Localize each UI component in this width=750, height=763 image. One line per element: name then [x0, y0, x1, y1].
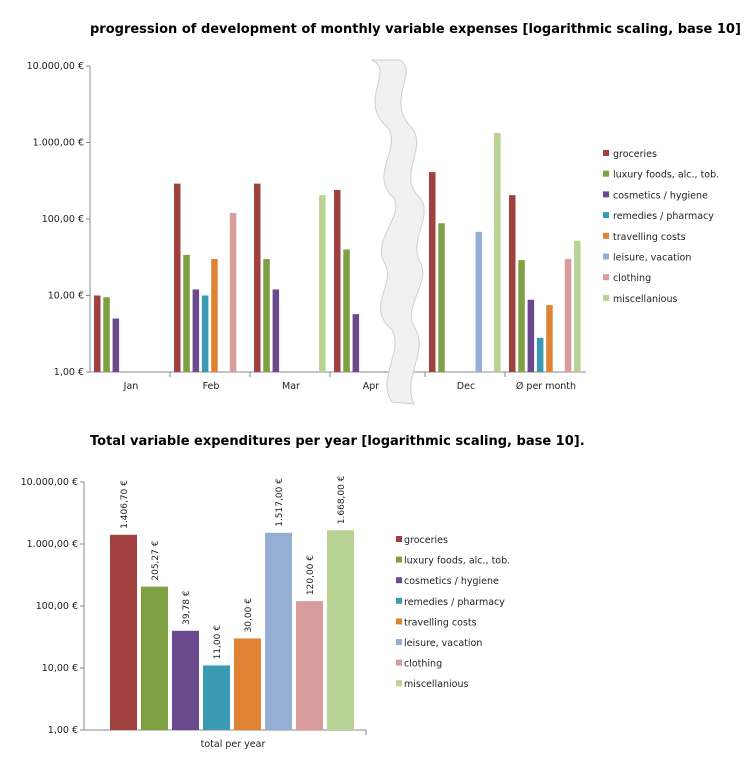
chart1-legend-label: miscellanious	[613, 294, 678, 305]
chart2-y-tick-label: 10,00 €	[42, 663, 78, 674]
chart1-legend-label: leisure, vacation	[613, 253, 691, 264]
chart2-legend-swatch	[396, 639, 402, 645]
chart2-legend-label: groceries	[404, 535, 448, 546]
chart2-title: Total variable expenditures per year [lo…	[90, 434, 585, 449]
chart1-legend-label: cosmetics / hygiene	[613, 190, 708, 201]
chart1-bar	[564, 259, 572, 372]
chart1-legend-label: clothing	[613, 273, 651, 284]
chart1-bar	[352, 314, 360, 372]
chart1-bar	[254, 183, 261, 372]
chart2-bar	[234, 638, 261, 730]
chart1-y-tick-label: 1,00 €	[54, 367, 84, 378]
chart1-bar	[518, 260, 525, 372]
chart1-bar	[475, 231, 482, 372]
chart2-data-label: 30,00 €	[244, 598, 254, 633]
chart1-bar	[546, 305, 553, 372]
chart1-legend-swatch	[603, 191, 609, 198]
chart1-bar	[574, 240, 581, 372]
chart2-bar	[296, 601, 323, 730]
chart1-bar	[429, 172, 436, 372]
chart2-legend-label: clothing	[404, 659, 442, 670]
chart1-bar	[272, 289, 280, 372]
chart1-legend-swatch	[603, 294, 609, 301]
chart1-x-tick-label: Jan	[123, 381, 139, 392]
chart1-bar	[192, 289, 200, 372]
chart1-legend-label: travelling costs	[613, 232, 686, 243]
chart2-legend-swatch	[396, 618, 402, 625]
chart2-legend-swatch	[396, 556, 402, 563]
chart1-bar	[334, 189, 341, 372]
chart2-bar	[327, 530, 354, 730]
chart1-y-tick-label: 100,00 €	[42, 214, 84, 225]
chart2-legend-label: remedies / pharmacy	[404, 597, 505, 608]
chart1-legend-swatch	[603, 212, 609, 219]
chart2-bar	[203, 665, 230, 730]
chart2-legend-label: cosmetics / hygiene	[404, 576, 499, 587]
chart2-legend-label: leisure, vacation	[404, 638, 482, 649]
chart1-legend-swatch	[603, 253, 609, 260]
chart1-x-tick-label: Mar	[282, 381, 300, 392]
chart1-y-tick-label: 10,00 €	[48, 291, 84, 302]
chart1-axis-break	[371, 59, 425, 405]
chart2-data-label: 1.406,70 €	[120, 480, 130, 529]
chart1-legend-label: remedies / pharmacy	[613, 211, 714, 222]
chart1-bar	[103, 297, 110, 372]
chart1-bar	[509, 195, 516, 372]
chart1-x-tick-label: Ø per month	[516, 381, 576, 392]
chart2-data-label: 11,00 €	[213, 625, 223, 660]
chart2-legend-swatch	[396, 536, 402, 542]
chart1-y-tick-label: 1.000,00 €	[33, 138, 84, 149]
chart2-x-tick-label: total per year	[201, 739, 266, 750]
chart1-legend-label: luxury foods, alc., tob.	[613, 170, 719, 181]
chart2-y-tick-label: 1,00 €	[48, 725, 78, 736]
chart2-bar	[110, 534, 137, 730]
chart1-legend-label: groceries	[613, 149, 657, 160]
chart1-bar	[438, 223, 445, 372]
chart2-y-tick-label: 100,00 €	[36, 601, 78, 612]
chart1-x-tick-label: Apr	[363, 381, 380, 392]
chart1-bar	[201, 295, 209, 372]
chart2-legend-swatch	[396, 659, 402, 666]
chart1-title: progression of development of monthly va…	[90, 22, 741, 37]
chart2-y-tick-label: 1.000,00 €	[27, 539, 78, 550]
chart1-legend-swatch	[603, 274, 609, 281]
chart1-bar	[174, 183, 181, 372]
chart1-legend-swatch	[603, 232, 609, 239]
chart1-y-tick-label: 10.000,00 €	[27, 61, 84, 72]
chart2-y-tick-label: 10.000,00 €	[21, 477, 78, 488]
chart1-x-tick-label: Dec	[457, 381, 475, 392]
chart2-data-label: 39,78 €	[182, 590, 192, 625]
chart1-bar	[112, 318, 120, 372]
chart2-legend-swatch	[396, 577, 402, 584]
chart2-data-label: 120,00 €	[306, 555, 316, 595]
chart1-bar	[343, 249, 350, 372]
chart2-legend-label: luxury foods, alc., tob.	[404, 556, 510, 567]
chart1-bar	[319, 195, 326, 372]
chart1-bar	[229, 212, 237, 372]
chart1-legend-swatch	[603, 170, 609, 177]
chart2-legend-label: travelling costs	[404, 617, 477, 628]
chart2-data-label: 1.517,00 €	[275, 478, 285, 527]
chart2-legend-label: miscellanious	[404, 679, 469, 690]
chart1-x-tick-label: Feb	[203, 381, 220, 392]
chart2-data-label: 1.668,00 €	[337, 475, 347, 524]
chart2-legend-swatch	[396, 597, 402, 604]
chart2-legend-swatch	[396, 680, 402, 687]
chart1-legend-swatch	[603, 150, 609, 156]
chart1-bar	[263, 259, 270, 372]
chart1-bar	[183, 254, 190, 372]
chart1-bar	[494, 133, 501, 372]
chart2-bar	[265, 532, 292, 730]
chart1-bar	[536, 337, 544, 372]
chart1-bar	[211, 259, 218, 372]
chart1-bar	[94, 295, 101, 372]
chart2-bar	[172, 630, 199, 730]
chart2-data-label: 205,27 €	[151, 540, 161, 580]
chart2-bar	[141, 586, 168, 730]
chart1-bar	[527, 299, 535, 372]
